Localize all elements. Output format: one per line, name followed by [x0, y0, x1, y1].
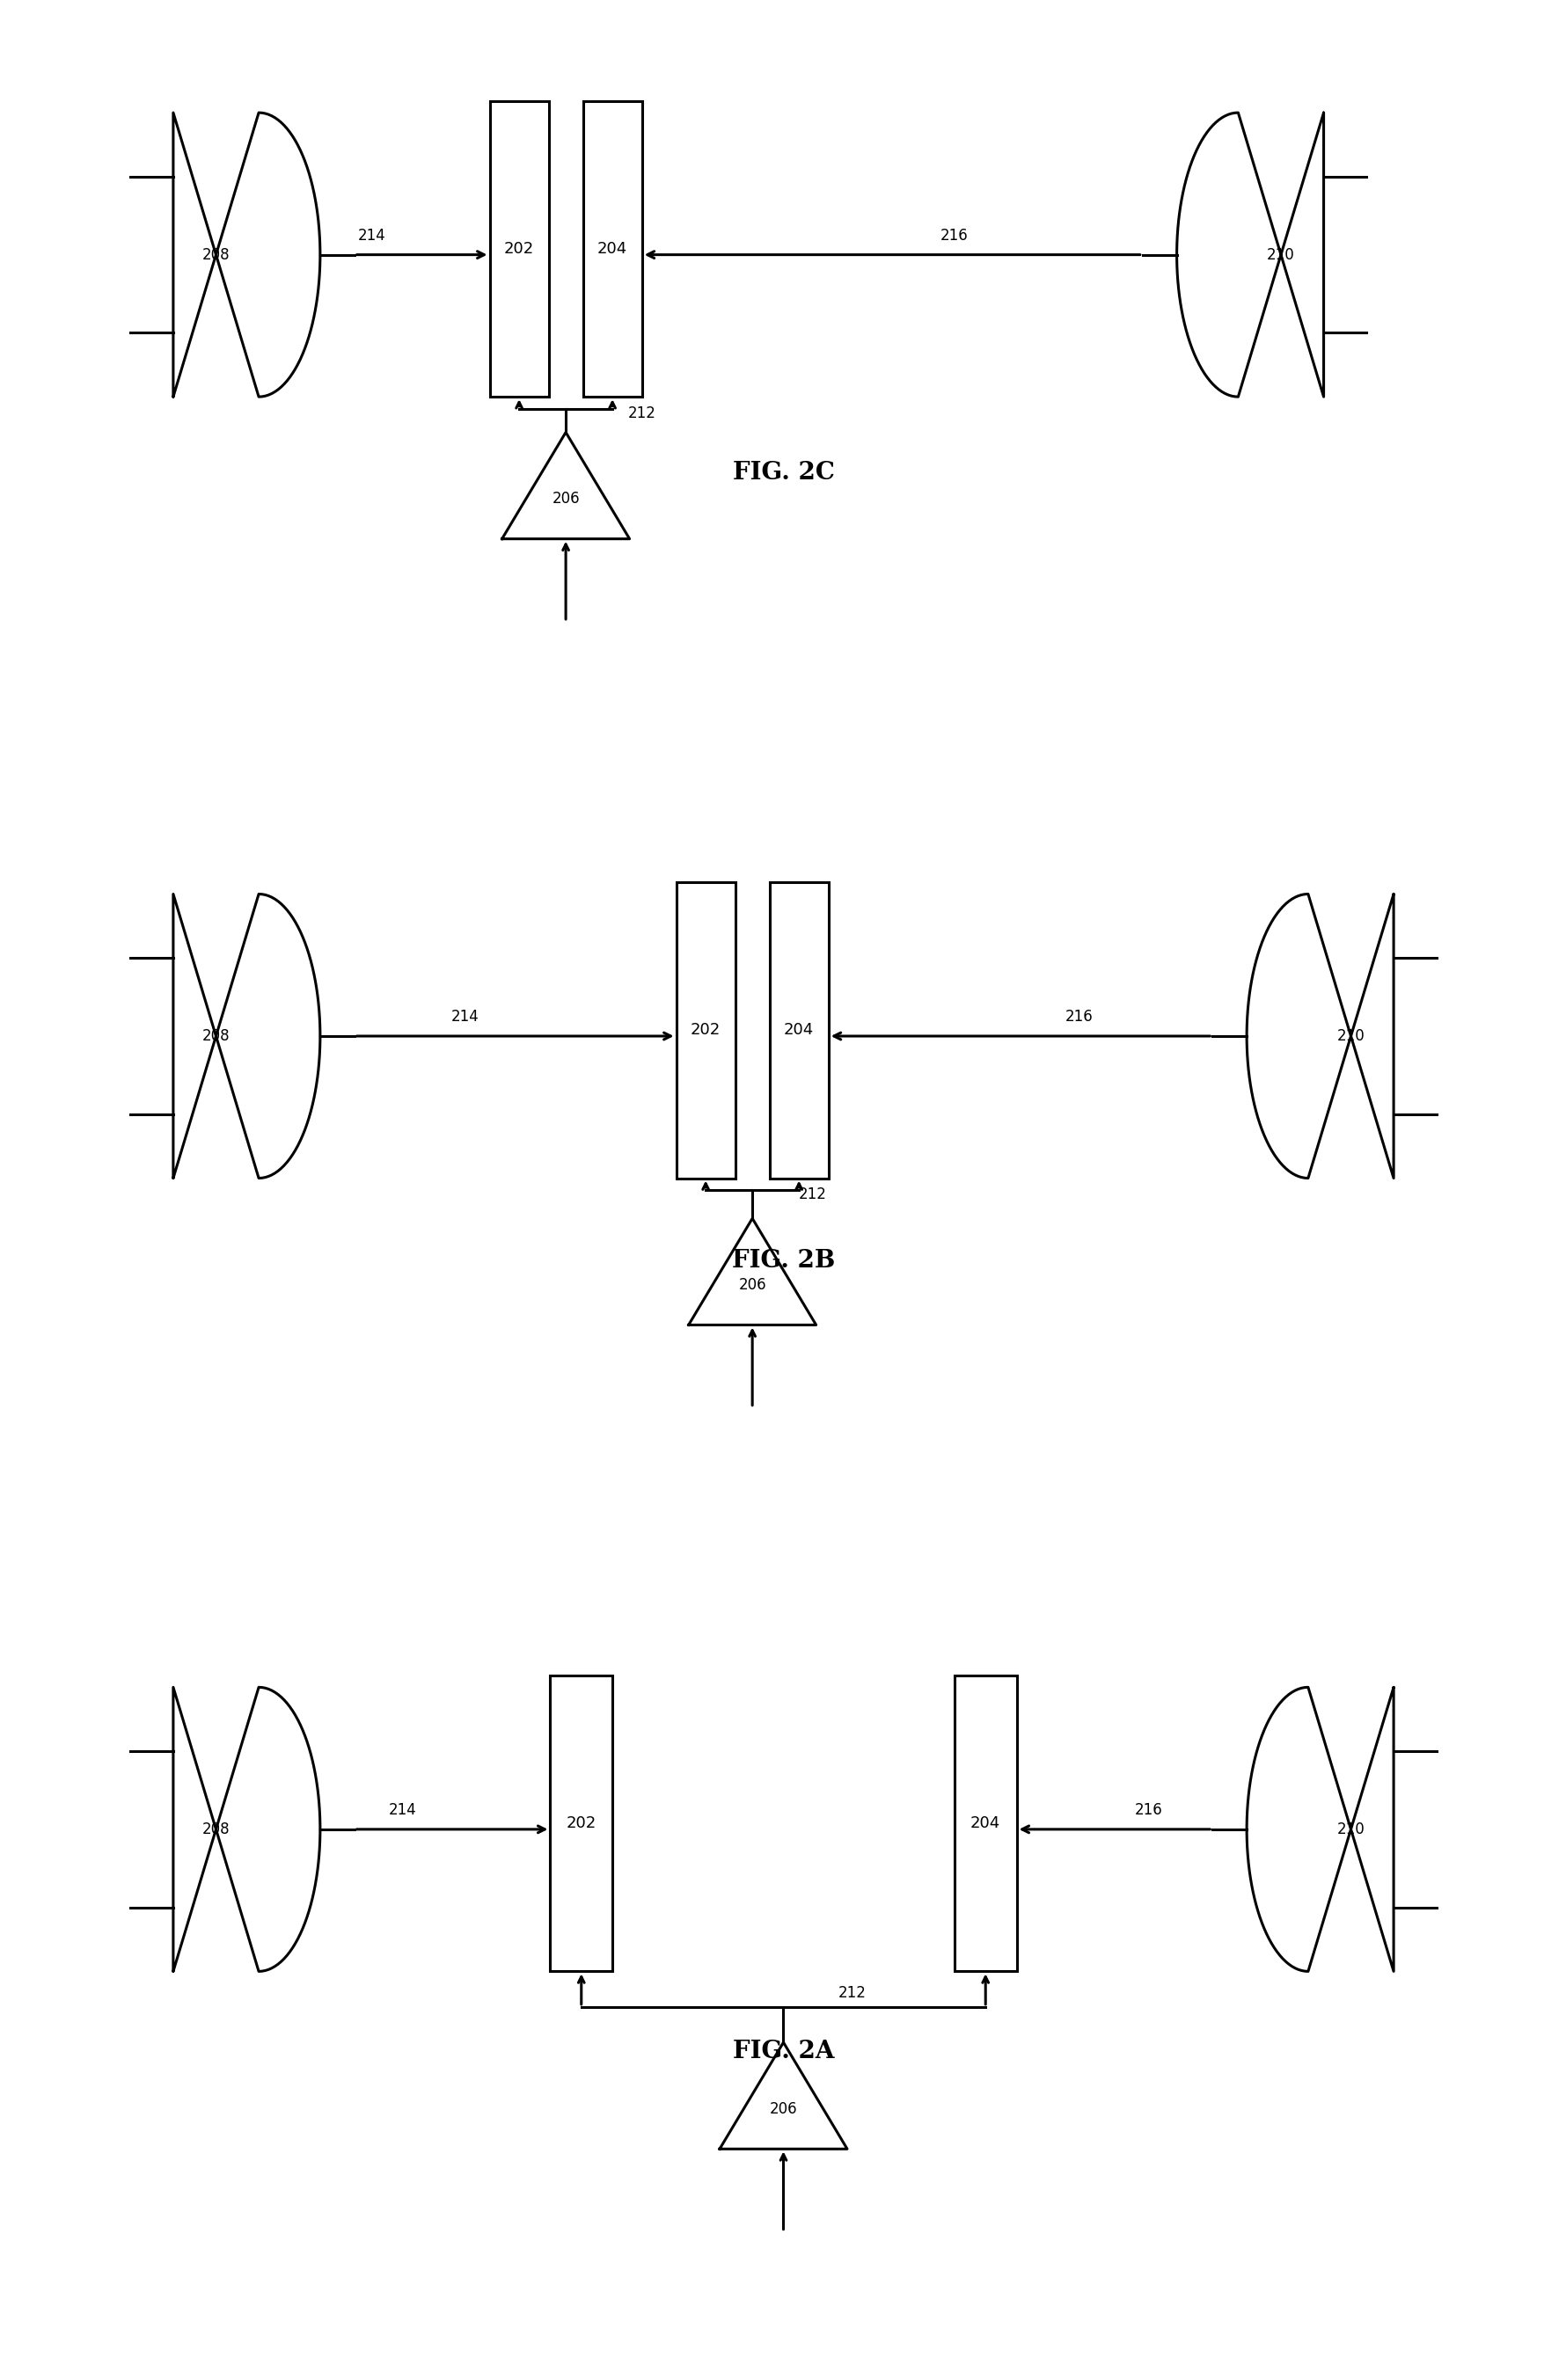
Polygon shape [1176, 112, 1323, 397]
Text: 206: 206 [769, 2102, 797, 2116]
Text: FIG. 2C: FIG. 2C [731, 462, 835, 486]
Text: 204: 204 [597, 240, 626, 257]
Text: 202: 202 [504, 240, 534, 257]
Text: 212: 212 [628, 405, 656, 421]
Text: 204: 204 [969, 1816, 1001, 1830]
Text: 216: 216 [940, 228, 968, 243]
Text: 210: 210 [1336, 1028, 1364, 1045]
Text: 214: 214 [357, 228, 385, 243]
Bar [769, 883, 828, 1178]
Bar [489, 100, 548, 397]
Text: 202: 202 [691, 1023, 720, 1038]
Text: 202: 202 [565, 1816, 597, 1830]
Text: 212: 212 [838, 1985, 866, 2002]
Text: 206: 206 [738, 1276, 766, 1292]
Text: 216: 216 [1065, 1009, 1092, 1026]
Polygon shape [1247, 895, 1392, 1178]
Bar [677, 883, 734, 1178]
Bar [954, 1676, 1016, 1971]
Polygon shape [1247, 1687, 1392, 1971]
Text: 210: 210 [1267, 248, 1294, 262]
Polygon shape [501, 433, 630, 538]
Polygon shape [687, 1219, 816, 1326]
Text: 206: 206 [551, 490, 579, 507]
Text: FIG. 2A: FIG. 2A [733, 2040, 833, 2063]
Text: 216: 216 [1134, 1802, 1162, 1818]
Text: 212: 212 [799, 1188, 827, 1202]
Text: 214: 214 [388, 1802, 417, 1818]
Text: FIG. 2B: FIG. 2B [731, 1250, 835, 1273]
Polygon shape [174, 1687, 319, 1971]
Polygon shape [719, 2042, 847, 2149]
Text: 204: 204 [783, 1023, 814, 1038]
Text: 208: 208 [202, 1028, 230, 1045]
Text: 208: 208 [202, 248, 230, 262]
Bar [583, 100, 642, 397]
Polygon shape [174, 112, 319, 397]
Polygon shape [174, 895, 319, 1178]
Text: 214: 214 [451, 1009, 479, 1026]
Text: 210: 210 [1336, 1821, 1364, 1837]
Bar [550, 1676, 612, 1971]
Text: 208: 208 [202, 1821, 230, 1837]
